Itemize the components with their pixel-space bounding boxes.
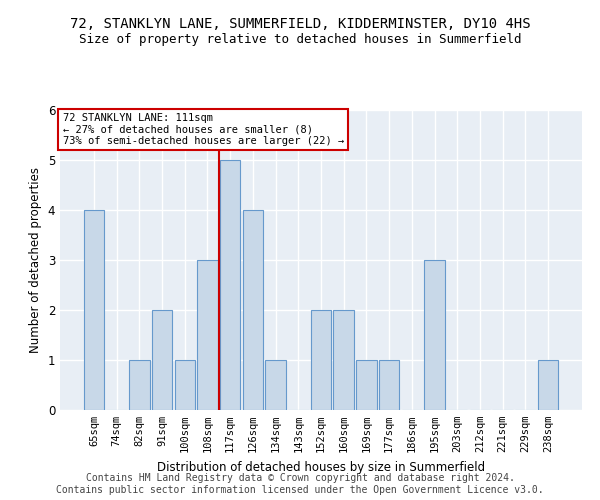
Bar bbox=[242, 210, 263, 410]
Text: 72 STANKLYN LANE: 111sqm
← 27% of detached houses are smaller (8)
73% of semi-de: 72 STANKLYN LANE: 111sqm ← 27% of detach… bbox=[62, 113, 344, 146]
Bar bbox=[356, 360, 377, 410]
Bar bbox=[334, 310, 354, 410]
Bar bbox=[197, 260, 218, 410]
Bar bbox=[538, 360, 558, 410]
X-axis label: Distribution of detached houses by size in Summerfield: Distribution of detached houses by size … bbox=[157, 460, 485, 473]
Text: 72, STANKLYN LANE, SUMMERFIELD, KIDDERMINSTER, DY10 4HS: 72, STANKLYN LANE, SUMMERFIELD, KIDDERMI… bbox=[70, 18, 530, 32]
Text: Size of property relative to detached houses in Summerfield: Size of property relative to detached ho… bbox=[79, 32, 521, 46]
Bar bbox=[175, 360, 195, 410]
Bar bbox=[84, 210, 104, 410]
Bar bbox=[129, 360, 149, 410]
Bar bbox=[379, 360, 400, 410]
Y-axis label: Number of detached properties: Number of detached properties bbox=[29, 167, 42, 353]
Bar bbox=[424, 260, 445, 410]
Text: Contains HM Land Registry data © Crown copyright and database right 2024.
Contai: Contains HM Land Registry data © Crown c… bbox=[56, 474, 544, 495]
Bar bbox=[152, 310, 172, 410]
Bar bbox=[311, 310, 331, 410]
Bar bbox=[265, 360, 286, 410]
Bar bbox=[220, 160, 241, 410]
